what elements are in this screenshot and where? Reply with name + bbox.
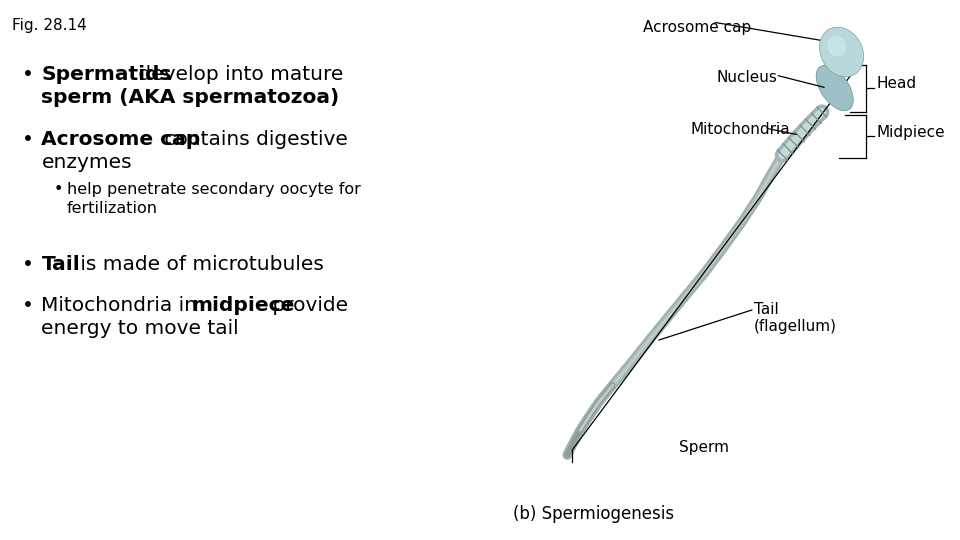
Text: contains digestive: contains digestive — [157, 130, 348, 149]
Text: Acrosome cap: Acrosome cap — [41, 130, 201, 149]
Text: Midpiece: Midpiece — [876, 125, 945, 139]
Text: Sperm: Sperm — [679, 440, 729, 455]
Text: provide: provide — [266, 296, 348, 315]
Text: •: • — [53, 182, 62, 197]
Text: is made of microtubules: is made of microtubules — [74, 255, 324, 274]
Text: (b) Spermiogenesis: (b) Spermiogenesis — [513, 505, 674, 523]
Ellipse shape — [820, 27, 864, 77]
Ellipse shape — [828, 36, 846, 56]
Text: Head: Head — [876, 77, 916, 91]
Text: •: • — [22, 255, 34, 274]
Ellipse shape — [816, 65, 853, 111]
Text: Nucleus: Nucleus — [716, 70, 778, 85]
Text: Spermatids: Spermatids — [41, 65, 172, 84]
Text: Tail: Tail — [41, 255, 81, 274]
Text: Mitochondria in: Mitochondria in — [41, 296, 204, 315]
Text: midpiece: midpiece — [191, 296, 295, 315]
Text: •: • — [22, 296, 34, 315]
Text: •: • — [22, 130, 34, 149]
Text: enzymes: enzymes — [41, 153, 132, 172]
Text: Fig. 28.14: Fig. 28.14 — [12, 18, 86, 33]
Text: develop into mature: develop into mature — [132, 65, 344, 84]
Text: fertilization: fertilization — [67, 201, 158, 216]
Text: help penetrate secondary oocyte for: help penetrate secondary oocyte for — [67, 182, 361, 197]
Text: energy to move tail: energy to move tail — [41, 319, 239, 338]
Text: Acrosome cap: Acrosome cap — [643, 20, 752, 35]
Text: Mitochondria: Mitochondria — [690, 122, 790, 137]
Text: Tail
(flagellum): Tail (flagellum) — [754, 302, 837, 334]
Text: •: • — [22, 65, 34, 84]
Text: sperm (AKA spermatozoa): sperm (AKA spermatozoa) — [41, 88, 340, 107]
